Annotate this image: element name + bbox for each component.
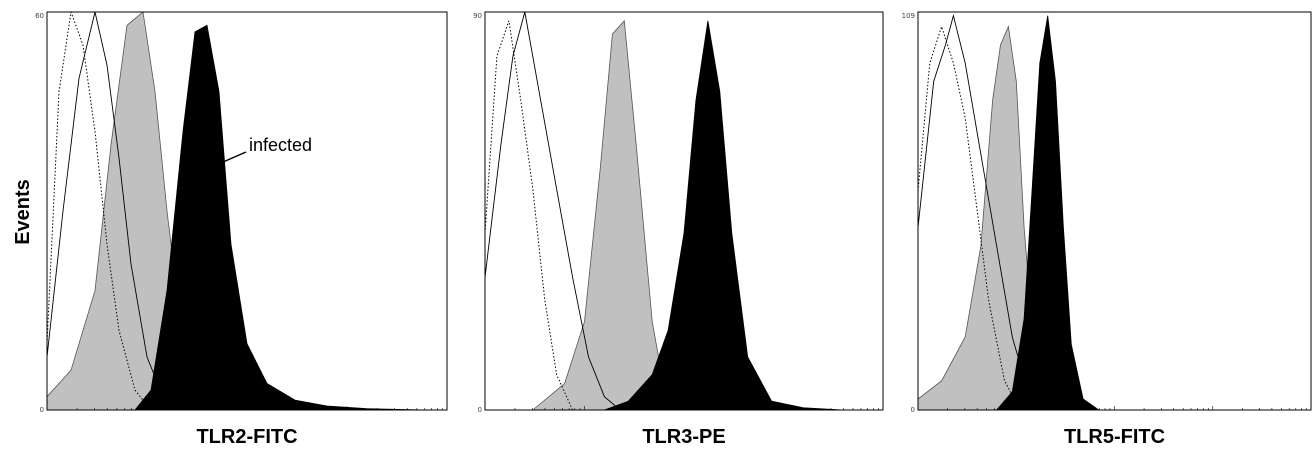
- panel-2: 90 0 TLR3-PE: [473, 11, 884, 448]
- y-axis-label: Events: [12, 179, 34, 245]
- panel-1: 60 0 TLR2-FITC: [35, 11, 448, 448]
- solid-outline-histogram: [46, 11, 184, 411]
- solid-outline-histogram: [917, 13, 1045, 411]
- dotted-outline-histogram: [917, 24, 1021, 411]
- histogram-panels: 60 0 TLR2-FITC 90 0 TLR3-PE 109 0 TLR5-FITC: [35, 11, 1312, 448]
- black-fill-histogram: [604, 20, 844, 411]
- y-tick-label-min: 0: [911, 406, 915, 414]
- y-tick-label-max: 90: [473, 12, 482, 20]
- x-axis-label: TLR3-PE: [642, 426, 725, 448]
- y-tick-label-min: 0: [478, 406, 482, 414]
- infected-annotation: infected: [200, 135, 312, 172]
- y-tick-label-max: 109: [902, 12, 915, 20]
- solid-outline-histogram: [484, 11, 621, 411]
- dotted-outline-histogram: [484, 20, 574, 411]
- black-fill-histogram: [134, 24, 428, 411]
- x-axis-label: TLR5-FITC: [1064, 426, 1165, 448]
- gray-fill-histogram: [531, 19, 669, 411]
- annotation-arrow-line: [213, 151, 247, 167]
- annotation-arrowhead: [200, 159, 217, 172]
- dotted-outline-histogram: [46, 11, 152, 411]
- black-fill-histogram: [995, 15, 1101, 411]
- annotation-label: infected: [249, 135, 312, 155]
- y-tick-label-max: 60: [35, 12, 44, 20]
- x-axis-label: TLR2-FITC: [196, 426, 297, 448]
- y-tick-label-min: 0: [40, 406, 44, 414]
- panel-3: 109 0 TLR5-FITC: [902, 11, 1312, 448]
